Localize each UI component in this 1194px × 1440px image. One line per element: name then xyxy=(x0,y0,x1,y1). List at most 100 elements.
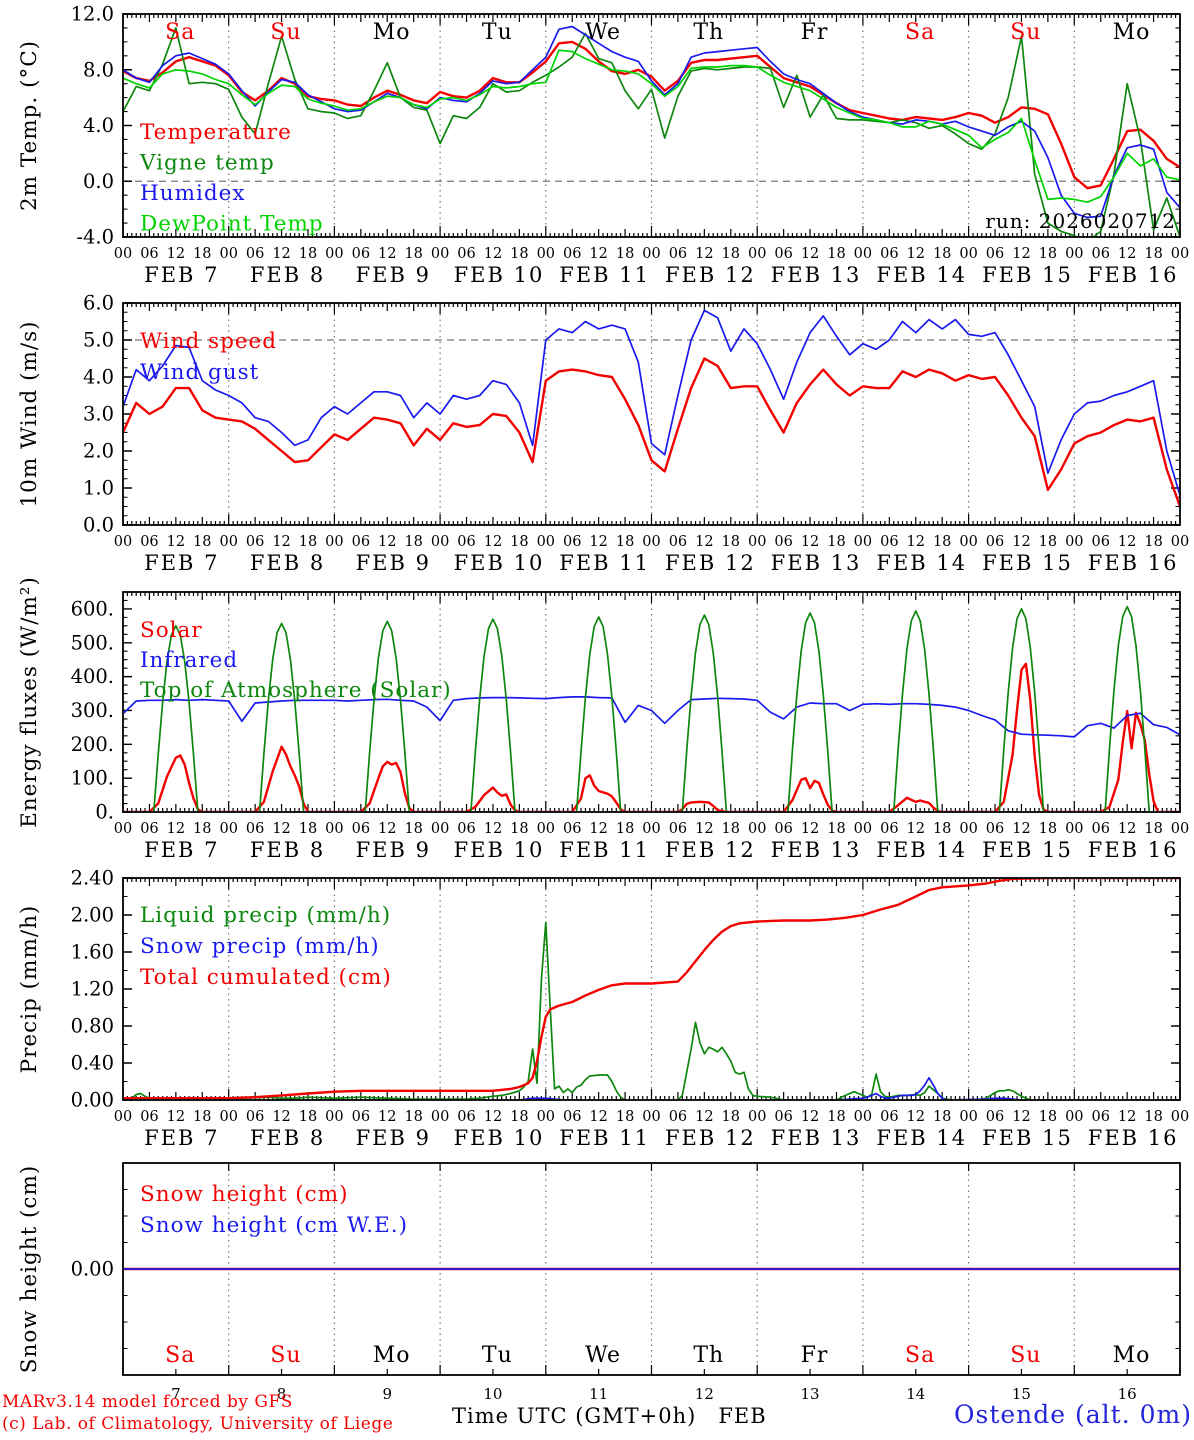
svg-text:00: 00 xyxy=(748,246,766,262)
model-credit-line-2: (c) Lab. of Climatology, University of L… xyxy=(2,1414,394,1434)
svg-text:00: 00 xyxy=(537,534,555,550)
date-label: FEB 10 xyxy=(454,838,545,862)
svg-text:06: 06 xyxy=(246,1109,264,1125)
svg-text:12: 12 xyxy=(695,821,713,837)
svg-text:06: 06 xyxy=(1091,1109,1109,1125)
svg-text:18: 18 xyxy=(1039,534,1057,550)
dow-label: Mo xyxy=(373,20,411,45)
svg-text:00: 00 xyxy=(854,246,872,262)
svg-text:00: 00 xyxy=(325,1109,343,1125)
date-label: FEB 12 xyxy=(665,263,756,287)
dow-labels-bottom: Sa Su Mo Tu We Th Fr Sa Su Mo xyxy=(165,1343,1149,1368)
svg-text:12: 12 xyxy=(484,534,502,550)
svg-text:06: 06 xyxy=(1091,534,1109,550)
legend-wind-speed: Wind speed xyxy=(140,329,277,354)
svg-text:00: 00 xyxy=(748,821,766,837)
y-tick-label: 200. xyxy=(71,733,114,756)
svg-text:00: 00 xyxy=(642,246,660,262)
svg-text:00: 00 xyxy=(1065,246,1083,262)
y-tick-label: 3.0 xyxy=(83,403,114,426)
svg-text:00: 00 xyxy=(854,821,872,837)
svg-text:18: 18 xyxy=(299,534,317,550)
day-number: 12 xyxy=(695,1385,714,1403)
panel-precip: 2.40 2.00 1.60 1.20 0.80 0.40 0.00 Liquid preci… xyxy=(17,867,1189,1151)
svg-text:06: 06 xyxy=(140,246,158,262)
svg-text:00: 00 xyxy=(1171,246,1189,262)
dow-label: Su xyxy=(270,1343,301,1368)
svg-text:00: 00 xyxy=(1065,1109,1083,1125)
date-label: FEB 7 xyxy=(144,551,219,575)
svg-text:12: 12 xyxy=(378,534,396,550)
series-dewpoint-temp xyxy=(124,49,1179,204)
svg-text:06: 06 xyxy=(457,534,475,550)
svg-text:00: 00 xyxy=(1065,534,1083,550)
series-total-cumulated-cm xyxy=(124,879,1179,1099)
dow-label: Su xyxy=(1010,1343,1041,1368)
date-label: FEB 16 xyxy=(1088,263,1179,287)
xaxis-title-text: Time UTC (GMT+0h) xyxy=(452,1404,697,1428)
y-tick-label: 0. xyxy=(95,801,114,824)
y-tick-label: 1.60 xyxy=(71,941,114,964)
date-labels: FEB 7 FEB 8 FEB 9 FEB 10 FEB 11 FEB 12 FEB 13 F… xyxy=(144,1126,1176,1150)
svg-text:12: 12 xyxy=(695,1109,713,1125)
day-number: 11 xyxy=(589,1385,608,1403)
svg-text:06: 06 xyxy=(352,246,370,262)
svg-text:06: 06 xyxy=(880,534,898,550)
svg-text:18: 18 xyxy=(722,246,740,262)
legend-solar: Solar xyxy=(140,618,203,643)
hour-labels: 00 06 12 18 00 06 12 18 00 06 12 18 00 06 12 18 00 06 12 18… xyxy=(114,246,1189,262)
svg-text:00: 00 xyxy=(642,534,660,550)
dow-label: Th xyxy=(693,1343,724,1368)
svg-text:00: 00 xyxy=(325,821,343,837)
svg-text:06: 06 xyxy=(563,1109,581,1125)
svg-text:12: 12 xyxy=(589,534,607,550)
y-tick-label: 0.80 xyxy=(71,1015,114,1038)
svg-text:06: 06 xyxy=(774,1109,792,1125)
date-label: FEB 7 xyxy=(144,263,219,287)
svg-text:12: 12 xyxy=(589,821,607,837)
y-tick-label: 0.00 xyxy=(71,1089,114,1112)
svg-text:18: 18 xyxy=(510,534,528,550)
svg-text:12: 12 xyxy=(1118,534,1136,550)
series-group xyxy=(124,25,1179,236)
svg-text:12: 12 xyxy=(801,534,819,550)
legend-liquid-precip-mm-h: Liquid precip (mm/h) xyxy=(140,903,391,928)
svg-text:06: 06 xyxy=(457,246,475,262)
legend-top-of-atmosphere-solar: Top of Atmosphere (Solar) xyxy=(140,678,452,703)
date-label: FEB 15 xyxy=(982,263,1073,287)
date-label: FEB 8 xyxy=(250,838,325,862)
svg-text:18: 18 xyxy=(193,246,211,262)
svg-text:18: 18 xyxy=(510,821,528,837)
svg-text:12: 12 xyxy=(1118,821,1136,837)
legend-snow-precip-mm-h: Snow precip (mm/h) xyxy=(140,934,380,959)
svg-text:06: 06 xyxy=(457,1109,475,1125)
svg-text:12: 12 xyxy=(378,246,396,262)
svg-text:06: 06 xyxy=(880,246,898,262)
svg-text:18: 18 xyxy=(193,821,211,837)
y-tick-label: 2.00 xyxy=(71,904,114,927)
svg-text:06: 06 xyxy=(563,246,581,262)
xaxis-month-label: FEB xyxy=(718,1404,767,1428)
svg-text:18: 18 xyxy=(510,246,528,262)
series-group xyxy=(124,309,1179,508)
svg-text:06: 06 xyxy=(246,246,264,262)
date-label: FEB 14 xyxy=(876,838,967,862)
svg-text:00: 00 xyxy=(325,534,343,550)
date-label: FEB 14 xyxy=(876,551,967,575)
svg-text:18: 18 xyxy=(299,1109,317,1125)
dow-label: Fr xyxy=(801,1343,829,1368)
svg-text:06: 06 xyxy=(880,1109,898,1125)
svg-text:00: 00 xyxy=(959,534,977,550)
day-number: 9 xyxy=(382,1385,392,1403)
legend-wind-gust: Wind gust xyxy=(140,360,259,385)
day-number: 14 xyxy=(906,1385,925,1403)
y-axis-label: Energy fluxes (W/m²) xyxy=(17,576,42,828)
dow-label: Sa xyxy=(165,1343,195,1368)
dow-label: Mo xyxy=(1113,20,1151,45)
svg-text:18: 18 xyxy=(827,1109,845,1125)
date-labels: FEB 7 FEB 8 FEB 9 FEB 10 FEB 11 FEB 12 FEB 13 F… xyxy=(144,551,1176,575)
y-tick-label: 2.40 xyxy=(71,867,114,890)
svg-text:18: 18 xyxy=(827,534,845,550)
date-label: FEB 12 xyxy=(665,838,756,862)
